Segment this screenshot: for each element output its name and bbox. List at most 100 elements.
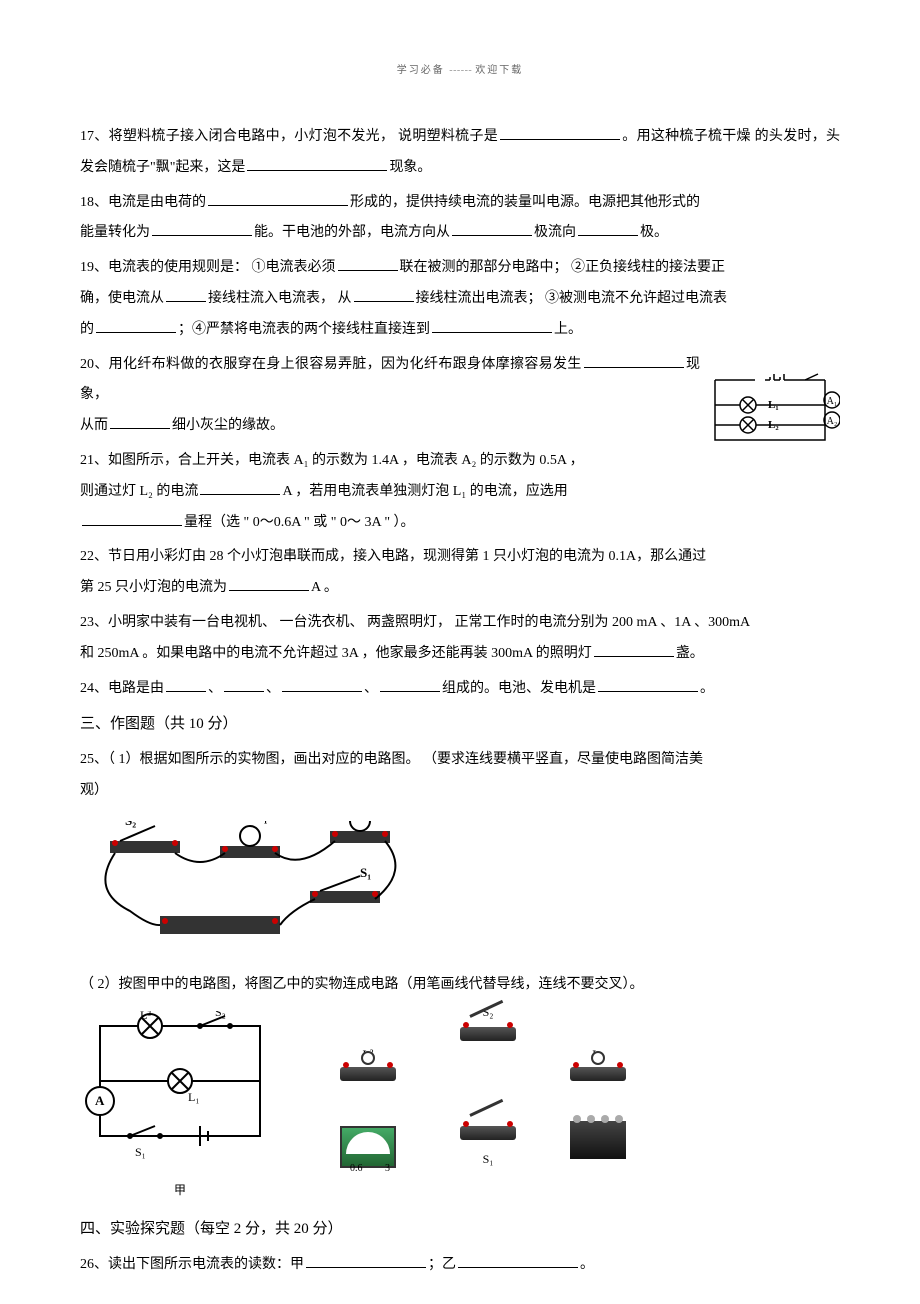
q23-num: 23、 — [80, 615, 108, 630]
s1-label: S₁ — [135, 1145, 146, 1159]
blank — [452, 220, 532, 237]
s1-label: S₁ — [483, 1146, 494, 1172]
q19-t4: ②正负接线柱的接法要正 — [571, 260, 725, 275]
q18-t4: 能。干电池的外部，电流方向从 — [254, 225, 450, 240]
page-header: 学习必备 - - - - - - 欢迎下载 — [80, 60, 840, 82]
q18-num: 18、 — [80, 195, 108, 210]
blank — [598, 675, 698, 692]
blank — [306, 1251, 426, 1268]
blank — [166, 285, 206, 302]
q21-num: 21、 — [80, 453, 108, 468]
s2-label: S₂ — [483, 999, 494, 1025]
section-4-title: 四、实验探究题（每空 2 分，共 20 分） — [80, 1213, 840, 1246]
q17-num: 17、 — [80, 129, 109, 144]
blank — [500, 123, 620, 140]
q23-t3: 3A ，他家最多还能再装 — [342, 646, 488, 661]
q24-t4: 、 — [364, 681, 378, 696]
scale-06: 0.6 — [350, 1158, 363, 1180]
blank — [224, 675, 264, 692]
q25b-caption: 甲 — [80, 1177, 280, 1203]
q19-t1: 电流表的使用规则是： — [108, 260, 248, 275]
q20-num: 20、 — [80, 357, 109, 372]
q19-t2: ①电流表必须 — [252, 260, 336, 275]
q21-t1: 如图所示，合上开关，电流表 — [108, 453, 290, 468]
comp-l2: L² — [340, 1041, 396, 1081]
q25b-figures: L² S₂ L₁ A S₁ 甲 S₂ L² L₁ 0.63 — [80, 1011, 840, 1211]
q18-t5: 极流向 — [534, 225, 576, 240]
q22-num: 22、 — [80, 549, 108, 564]
question-21: 21、如图所示，合上开关，电流表 A₁ 的示数为 1.4A ，电流表 A₂ 的示… — [80, 446, 840, 538]
q25a-t1: （ 1）根据如图所示的实物图，画出对应的电路图。 （要求连线要横平竖直，尽量使电… — [108, 752, 703, 767]
q19-t8: 接线柱流出电流表； — [416, 291, 542, 306]
blank — [82, 509, 182, 526]
question-23: 23、小明家中装有一台电视机、 一台洗衣机、 两盏照明灯， 正常工作时的电流分别… — [80, 608, 840, 670]
q24-t5: 组成的。电池、发电机是 — [442, 681, 596, 696]
q23-t1: 小明家中装有一台电视机、 一台洗衣机、 两盏照明灯， 正常工作时的电流分别为 2… — [108, 615, 750, 630]
q26-t2: ；乙 — [428, 1257, 456, 1272]
question-22: 22、节日用小彩灯由 28 个小灯泡串联而成，接入电路，现测得第 1 只小灯泡的… — [80, 542, 840, 604]
q18-t2: 形成的，提供持续电流的装量叫电源。电源把其他形式的 — [350, 195, 700, 210]
q23-t5: 盏。 — [676, 646, 704, 661]
comp-l1: L₁ — [570, 1041, 626, 1081]
q22-t3: 0.1A，那么通过 — [609, 549, 707, 564]
comp-s1: S₁ — [460, 1126, 516, 1172]
q19-num: 19、 — [80, 260, 108, 275]
scale-3: 3 — [385, 1158, 390, 1180]
q26-num: 26、 — [80, 1257, 108, 1272]
blank — [282, 675, 362, 692]
q21-t6: 量程（选 " 0～0.6A " 或 " 0～ 3A " ）。 — [184, 515, 415, 530]
question-25b: （ 2）按图甲中的电路图，将图乙中的实物连成电路（用笔画线代替导线，连线不要交叉… — [80, 970, 840, 1001]
q20-t3: 从而 — [80, 418, 108, 433]
blank — [208, 189, 348, 206]
q25a-num: 25、 — [80, 752, 108, 767]
q21-circuit-diagram: A₁ A₂ L₁ L₂ — [710, 370, 840, 450]
q26-t1: 读出下图所示电流表的读数：甲 — [108, 1257, 304, 1272]
q17-t3: 。用这种梳子梳干燥 — [622, 129, 751, 144]
q19-t6: 接线柱流入电流表， — [208, 291, 334, 306]
q19-t9: ③被测电流不允许超过电流表 — [545, 291, 727, 306]
q19-t11: ；④严禁将电流表的两个接线柱直接连到 — [178, 322, 430, 337]
question-18: 18、电流是由电荷的形成的，提供持续电流的装量叫电源。电源把其他形式的 能量转化… — [80, 188, 840, 250]
blank — [166, 675, 206, 692]
q18-t6: 极。 — [640, 225, 668, 240]
blank — [200, 478, 280, 495]
q24-num: 24、 — [80, 681, 108, 696]
q22-t4: 第 25 只小灯泡的电流为 — [80, 580, 227, 595]
comp-ammeter: 0.63 — [340, 1126, 396, 1168]
s1-label: S₁ — [360, 865, 371, 880]
q17-t1: 将塑料梳子接入闭合电路中，小灯泡不发光， — [109, 129, 395, 144]
q19-t5: 确，使电流从 — [80, 291, 164, 306]
blank — [578, 220, 638, 237]
l2-label: L₂ — [768, 419, 779, 431]
q21-t5: L₁ 的电流，应选用 — [453, 484, 568, 499]
q22-t5: A 。 — [311, 580, 338, 595]
blank — [458, 1251, 578, 1268]
l1-label: L₁ — [768, 399, 779, 411]
q21-t4: A ，若用电流表单独测灯泡 — [282, 484, 449, 499]
q17-t2: 说明塑料梳子是 — [398, 129, 498, 144]
question-24: 24、电路是由、、、组成的。电池、发电机是。 — [80, 674, 840, 705]
l1-label: L₁ — [188, 1090, 200, 1104]
q25b-components: S₂ L² L₁ 0.63 S₁ — [320, 1011, 640, 1211]
q20-t1: 用化纤布料做的衣服穿在身上很容易弄脏，因为化纤布跟身体摩擦容易发生 — [109, 357, 582, 372]
q26-t3: 。 — [580, 1257, 594, 1272]
q25a-circuit-figure: S₂ L₁ L₂ S₁ — [100, 821, 410, 951]
section-3-title: 三、作图题（共 10 分） — [80, 708, 840, 741]
blank — [338, 254, 398, 271]
question-26: 26、读出下图所示电流表的读数：甲 ；乙 。 — [80, 1250, 840, 1281]
q19-t3: 联在被测的那部分电路中； — [400, 260, 568, 275]
blank — [432, 316, 552, 333]
header-right: 欢迎下载 — [475, 65, 523, 76]
a-label: A — [95, 1093, 105, 1108]
question-25a: 25、（ 1）根据如图所示的实物图，画出对应的电路图。 （要求连线要横平竖直，尽… — [80, 745, 840, 807]
l2-label: L² — [140, 1011, 151, 1022]
question-17: 17、将塑料梳子接入闭合电路中，小灯泡不发光， 说明塑料梳子是 。用这种梳子梳干燥… — [80, 122, 840, 184]
a2-label: A₂ — [827, 416, 838, 427]
l1-label: L₁ — [255, 821, 268, 824]
a1-label: A₁ — [827, 396, 838, 407]
blank — [584, 351, 684, 368]
blank — [594, 640, 674, 657]
blank — [380, 675, 440, 692]
q19-t12: 上。 — [554, 322, 582, 337]
q25b-t1: （ 2）按图甲中的电路图，将图乙中的实物连成电路（用笔画线代替导线，连线不要交叉… — [80, 977, 644, 992]
